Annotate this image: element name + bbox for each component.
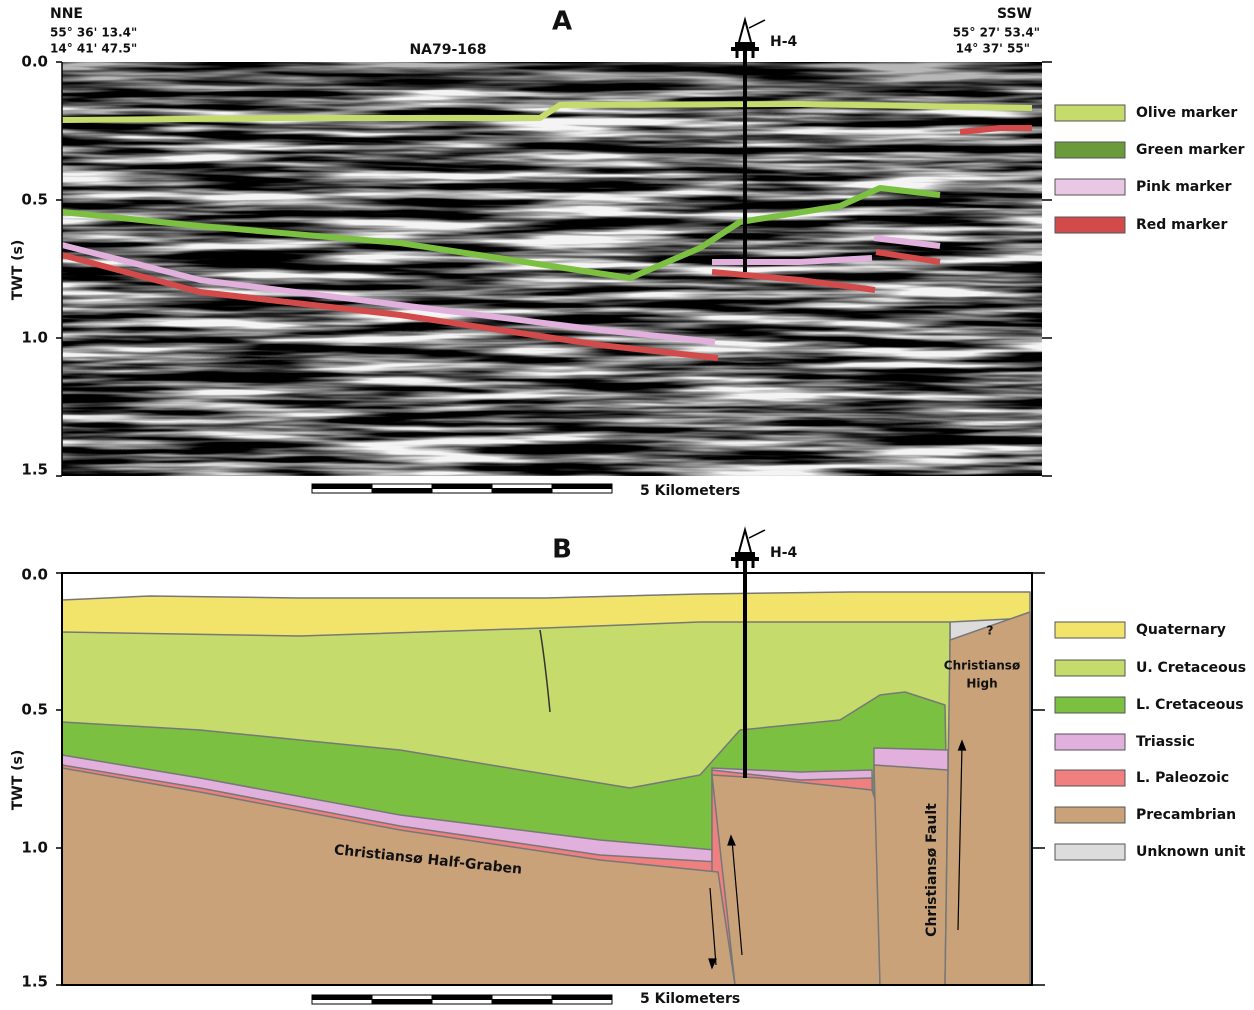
y-axis-title: TWT (s) — [10, 750, 26, 811]
green-marker — [61, 185, 941, 281]
legend-label: Precambrian — [1136, 807, 1236, 823]
fault-arrows — [708, 739, 967, 970]
legend-label: L. Paleozoic — [1136, 770, 1229, 786]
pink-marker — [61, 242, 716, 345]
line-name: NA79-168 — [409, 42, 486, 58]
pink-marker — [873, 235, 941, 249]
ticks — [56, 572, 1045, 986]
frame — [61, 572, 1033, 986]
olive-marker — [61, 101, 1033, 123]
annotation: High — [966, 677, 997, 691]
red-marker — [61, 252, 719, 361]
rig-icon — [729, 528, 767, 570]
legend — [1054, 104, 1126, 234]
well-label: H-4 — [770, 545, 798, 561]
pink-marker — [712, 255, 873, 265]
annotation: ? — [987, 624, 994, 638]
legend-label: Pink marker — [1136, 179, 1232, 195]
scale-bar — [311, 483, 613, 494]
legend-label: U. Cretaceous — [1136, 660, 1246, 676]
legend-label: Green marker — [1136, 142, 1245, 158]
scale-bar — [311, 994, 613, 1005]
direction: SSW — [997, 6, 1032, 22]
red-marker — [959, 125, 1032, 135]
y-tick-label: 1.0 — [21, 839, 48, 857]
legend-label: Triassic — [1136, 734, 1195, 750]
y-tick-label: 0.5 — [21, 191, 48, 209]
red-marker — [875, 249, 941, 265]
legend-label: Quaternary — [1136, 622, 1226, 638]
y-tick-label: 0.0 — [21, 53, 48, 71]
y-tick-label: 1.5 — [21, 973, 48, 991]
scale-label: 5 Kilometers — [640, 483, 740, 499]
legend — [1054, 621, 1126, 861]
cross-section — [61, 591, 1031, 986]
legend-label: Unknown unit — [1136, 844, 1246, 860]
seismic-top-band — [62, 62, 1042, 90]
panel-label: A — [552, 7, 572, 37]
annotation: Christiansø — [944, 659, 1020, 673]
legend-label: L. Cretaceous — [1136, 697, 1244, 713]
y-tick-label: 1.0 — [21, 329, 48, 347]
ticks — [56, 61, 1052, 477]
direction: NNE — [50, 6, 83, 22]
y-axis-title: TWT (s) — [10, 240, 26, 301]
y-tick-label: 0.0 — [21, 566, 48, 584]
legend-label: Olive marker — [1136, 105, 1237, 121]
coordinate: 14° 37' 55" — [956, 42, 1030, 56]
y-tick-label: 1.5 — [21, 461, 48, 479]
coordinate: 55° 36' 13.4" — [50, 26, 137, 40]
annotation: Christiansø Fault — [924, 803, 940, 937]
legend-label: Red marker — [1136, 217, 1228, 233]
rig-icon — [729, 18, 767, 60]
panel-label: B — [552, 535, 572, 565]
markers — [61, 101, 1033, 361]
scale-label: 5 Kilometers — [640, 991, 740, 1007]
coordinate: 55° 27' 53.4" — [953, 26, 1040, 40]
well-label: H-4 — [770, 34, 798, 50]
red-marker — [711, 269, 876, 293]
y-tick-label: 0.5 — [21, 701, 48, 719]
coordinate: 14° 41' 47.5" — [50, 42, 137, 56]
